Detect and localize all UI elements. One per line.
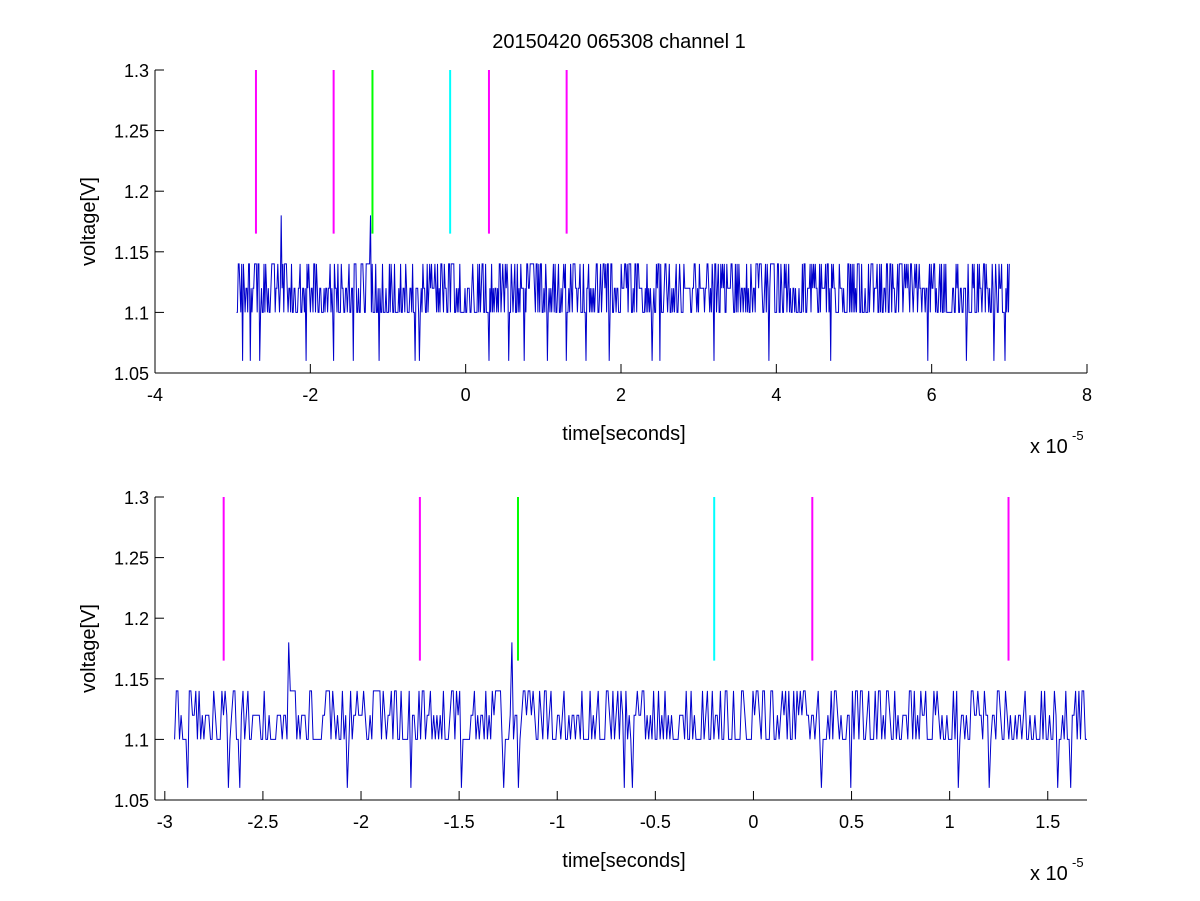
y-tick-label: 1.15	[114, 243, 149, 263]
x-tick-label: -3	[157, 812, 173, 832]
bottom-plot: -3 -2.5 -2 -1.5 -1 -0.5 0 0.5 1 1.5 1.05 1.1 1.15 1.2…	[78, 488, 1087, 885]
figure-title: 20150420 065308 channel 1	[492, 31, 746, 53]
y-tick-label: 1.2	[124, 609, 149, 629]
x-tick-label: 4	[771, 385, 781, 405]
x-tick-label: 2	[616, 385, 626, 405]
y-tick-label: 1.15	[114, 670, 149, 690]
x-tick-label: -0.5	[640, 812, 671, 832]
signal-trace	[236, 215, 1010, 361]
x-multiplier: x 10	[1030, 436, 1068, 458]
y-tick-label: 1.2	[124, 182, 149, 202]
x-multiplier-exponent: -5	[1072, 855, 1084, 870]
x-tick-label: 0.5	[839, 812, 864, 832]
signal-trace	[174, 642, 1087, 788]
x-tick-label: -1.5	[444, 812, 475, 832]
y-tick-label: 1.3	[124, 488, 149, 508]
y-tick-label: 1.1	[124, 303, 149, 323]
y-tick-label: 1.05	[114, 791, 149, 811]
x-axis-label: time[seconds]	[562, 850, 685, 872]
x-tick-label: -1	[549, 812, 565, 832]
x-axis-label: time[seconds]	[562, 423, 685, 445]
x-tick-label: 6	[927, 385, 937, 405]
x-tick-label: -2	[302, 385, 318, 405]
top-plot: -4 -2 0 2 4 6 8 1.05 1.1 1.15 1.2 1.25 1.3 time[secon…	[78, 61, 1092, 458]
y-tick-label: 1.05	[114, 364, 149, 384]
x-tick-label: 0	[461, 385, 471, 405]
y-tick-label: 1.1	[124, 730, 149, 750]
y-axis-label: voltage[V]	[78, 177, 100, 266]
x-tick-label: -2	[353, 812, 369, 832]
x-tick-label: 8	[1082, 385, 1092, 405]
y-axis-label: voltage[V]	[78, 604, 100, 693]
x-tick-label: 0	[748, 812, 758, 832]
y-tick-label: 1.25	[114, 549, 149, 569]
y-tick-label: 1.25	[114, 122, 149, 142]
x-tick-label: 1.5	[1035, 812, 1060, 832]
x-tick-label: 1	[945, 812, 955, 832]
x-multiplier-exponent: -5	[1072, 428, 1084, 443]
x-tick-label: -4	[147, 385, 163, 405]
x-multiplier: x 10	[1030, 863, 1068, 885]
x-tick-label: -2.5	[247, 812, 278, 832]
y-tick-label: 1.3	[124, 61, 149, 81]
